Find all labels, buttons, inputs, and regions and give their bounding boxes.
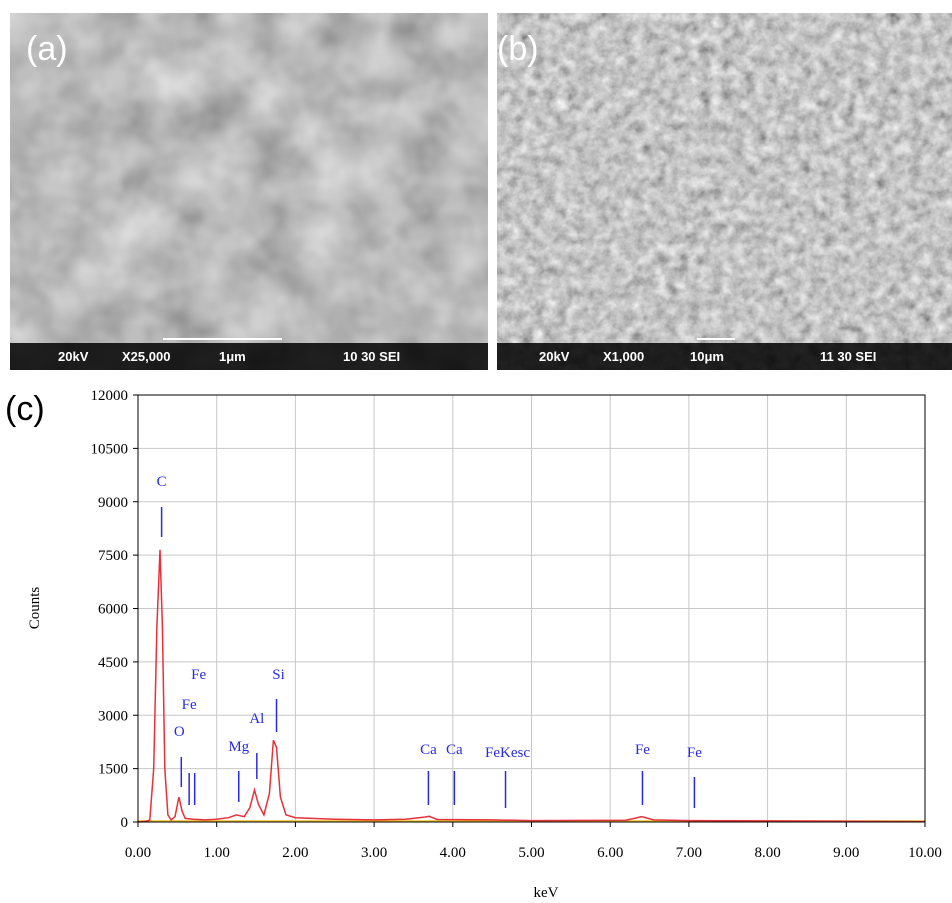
spectrum-line — [137, 549, 926, 823]
peak-label: Fe — [182, 697, 197, 713]
sem-info: 20kV — [58, 349, 89, 364]
y-tick-label: 9000 — [98, 495, 128, 511]
peak-label: Fe — [635, 742, 650, 758]
y-tick-label: 1500 — [98, 762, 128, 778]
info-bar — [497, 343, 952, 370]
peak-label: Fe — [191, 667, 206, 683]
sem-image-b: (b) 20kV X1,000 10μm 11 30 SEI — [497, 13, 952, 370]
sem-info: X1,000 — [603, 349, 644, 364]
sem-info: 10 30 SEI — [343, 349, 400, 364]
y-tick-label: 3000 — [98, 708, 128, 724]
sem-image-a: (a) 20kV X25,000 1μm 10 30 SEI — [10, 13, 488, 370]
x-tick-label: 1.00 — [204, 845, 230, 861]
x-tick-label: 5.00 — [518, 845, 544, 861]
panel-label: (a) — [26, 30, 68, 68]
sem-info: 1μm — [219, 349, 246, 364]
x-axis-label: keV — [534, 885, 559, 901]
x-tick-label: 8.00 — [754, 845, 780, 861]
peak-label: Ca — [446, 742, 463, 758]
sem-info: X25,000 — [122, 349, 170, 364]
sem-info: 11 30 SEI — [820, 349, 876, 364]
y-tick-label: 0 — [121, 815, 129, 831]
y-tick-label: 10500 — [91, 441, 129, 457]
image — [10, 13, 488, 370]
x-tick-label: 2.00 — [282, 845, 308, 861]
plot-frame — [137, 394, 926, 823]
peak-label: FeKesc — [485, 745, 530, 761]
y-tick-label: 12000 — [91, 388, 129, 404]
x-tick-label: 10.00 — [908, 845, 942, 861]
y-tick-label: 4500 — [98, 655, 128, 671]
x-tick-label: 0.00 — [125, 845, 151, 861]
x-tick-label: 3.00 — [361, 845, 387, 861]
peak-label: C — [157, 474, 167, 490]
peak-label: Ca — [420, 742, 437, 758]
info-bar — [10, 343, 488, 370]
x-tick-label: 9.00 — [833, 845, 859, 861]
image — [497, 13, 952, 370]
y-tick-label: 7500 — [98, 548, 128, 564]
x-tick-label: 6.00 — [597, 845, 623, 861]
y-axis-label: Counts — [27, 587, 43, 630]
plot: 0 1500 3000 4500 6000 7500 9000 10500 12000 0.00 1… — [91, 388, 942, 861]
peak-label: Si — [272, 667, 285, 683]
y-tick-label: 6000 — [98, 602, 128, 618]
x-tick-label: 4.00 — [440, 845, 466, 861]
x-tick-label: 7.00 — [676, 845, 702, 861]
sem-info: 20kV — [539, 349, 570, 364]
peak-label: Al — [249, 711, 264, 727]
peak-label: Fe — [687, 745, 702, 761]
sem-info: 10μm — [690, 349, 724, 364]
peak-label: Mg — [228, 739, 249, 755]
panel-label: (b) — [497, 30, 539, 68]
panel-label: (c) — [5, 390, 45, 428]
peak-label: O — [174, 724, 185, 740]
